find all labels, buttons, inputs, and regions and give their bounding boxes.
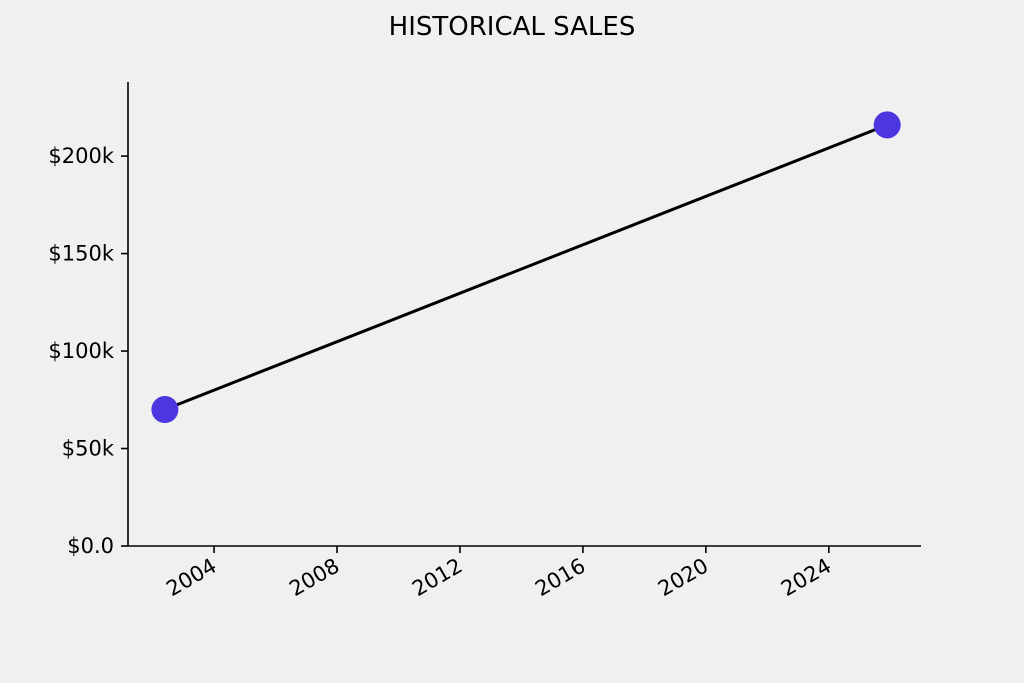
data-point [873, 111, 901, 139]
x-tick-label: 2020 [654, 554, 712, 602]
x-tick-label: 2008 [285, 554, 343, 602]
data-point [151, 396, 179, 424]
chart-title: HISTORICAL SALES [389, 12, 636, 42]
x-tick-label: 2004 [162, 554, 220, 602]
x-tick-label: 2012 [408, 554, 466, 602]
y-tick-label: $150k [48, 242, 114, 266]
series-line [164, 123, 888, 411]
y-tick-label: $50k [62, 437, 115, 461]
x-tick-label: 2016 [531, 554, 589, 602]
y-tick-label: $200k [48, 144, 114, 168]
plot-area: $0.0 $50k $100k $150k $200k 2004 2008 2012 2016 2… [48, 82, 921, 601]
y-tick-label: $0.0 [67, 534, 114, 558]
y-tick-label: $100k [48, 339, 114, 363]
x-tick-label: 2024 [777, 554, 835, 602]
